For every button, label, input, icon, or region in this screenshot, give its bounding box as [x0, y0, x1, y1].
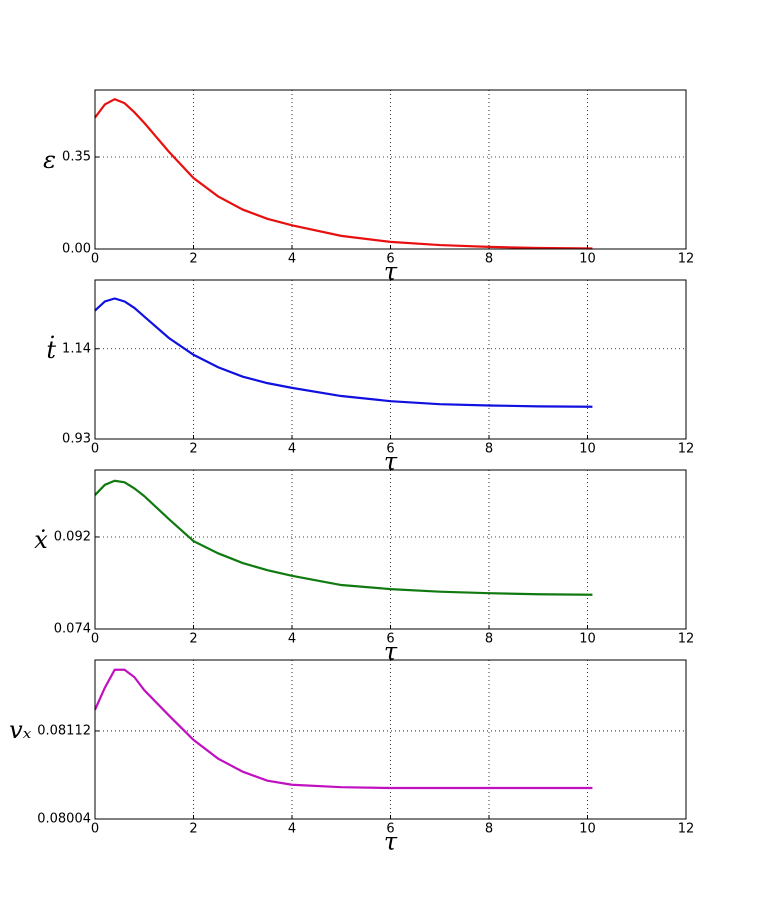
- x-tick-label: 2: [189, 442, 197, 457]
- x-axis-label: τ: [384, 638, 398, 666]
- y-axis-label: ṫ: [46, 335, 56, 364]
- x-tick-label: 0: [91, 252, 99, 267]
- x-tick-label: 4: [288, 442, 296, 457]
- y-tick-label: 0.00: [62, 242, 91, 257]
- y-tick-label: 0.08004: [37, 812, 91, 827]
- subplot: 0 2 4 6 8 10 12 0.08004 0.08112 τ vₓ: [9, 659, 695, 856]
- x-tick-label: 8: [485, 822, 493, 837]
- x-tick-label: 6: [386, 252, 394, 267]
- x-tick-label: 10: [579, 822, 596, 837]
- subplot: 0 2 4 6 8 10 12 0.074 0.092 τ ẋ: [34, 469, 695, 666]
- x-tick-label: 0: [91, 632, 99, 647]
- x-tick-label: 4: [288, 822, 296, 837]
- plot-frame: [94, 469, 687, 630]
- x-tick-label: 2: [189, 632, 197, 647]
- x-tick-label: 4: [288, 252, 296, 267]
- x-tick-label: 8: [485, 632, 493, 647]
- y-tick-label: 1.14: [62, 341, 91, 356]
- x-tick-label: 2: [189, 822, 197, 837]
- x-tick-label: 10: [579, 252, 596, 267]
- x-tick-label: 4: [288, 632, 296, 647]
- x-tick-label: 12: [678, 252, 695, 267]
- subplot: 0 2 4 6 8 10 12 0.00 0.35 τ ε: [43, 89, 695, 286]
- x-axis-label: τ: [384, 828, 398, 856]
- y-tick-label: 0.08112: [37, 723, 91, 738]
- y-tick-label: 0.074: [54, 622, 91, 637]
- x-tick-label: 10: [579, 632, 596, 647]
- data-line: [94, 479, 593, 596]
- plot-frame: [94, 279, 687, 440]
- x-tick-label: 6: [386, 822, 394, 837]
- data-line: [93, 668, 593, 790]
- x-axis-label: τ: [384, 258, 398, 286]
- y-axis-label: ε: [43, 146, 56, 174]
- x-tick-label: 6: [386, 442, 394, 457]
- x-tick-label: 12: [678, 822, 695, 837]
- x-tick-label: 6: [386, 632, 394, 647]
- x-tick-label: 2: [189, 252, 197, 267]
- x-tick-label: 12: [678, 442, 695, 457]
- y-axis-label: vₓ: [9, 716, 32, 744]
- data-line: [94, 97, 593, 250]
- x-tick-label: 8: [485, 252, 493, 267]
- y-tick-label: 0.93: [62, 432, 91, 447]
- x-tick-label: 8: [485, 442, 493, 457]
- data-line: [94, 297, 593, 408]
- plot-frame: [94, 659, 687, 820]
- x-tick-label: 10: [579, 442, 596, 457]
- x-tick-label: 0: [91, 822, 99, 837]
- x-tick-label: 0: [91, 442, 99, 457]
- y-tick-label: 0.35: [62, 150, 91, 165]
- plot-frame: [94, 89, 687, 250]
- y-axis-label: ẋ: [34, 526, 48, 554]
- subplot: 0 2 4 6 8 10 12 0.93 1.14 τ ṫ: [46, 279, 695, 476]
- y-tick-label: 0.092: [54, 529, 91, 544]
- x-tick-label: 12: [678, 632, 695, 647]
- x-axis-label: τ: [384, 448, 398, 476]
